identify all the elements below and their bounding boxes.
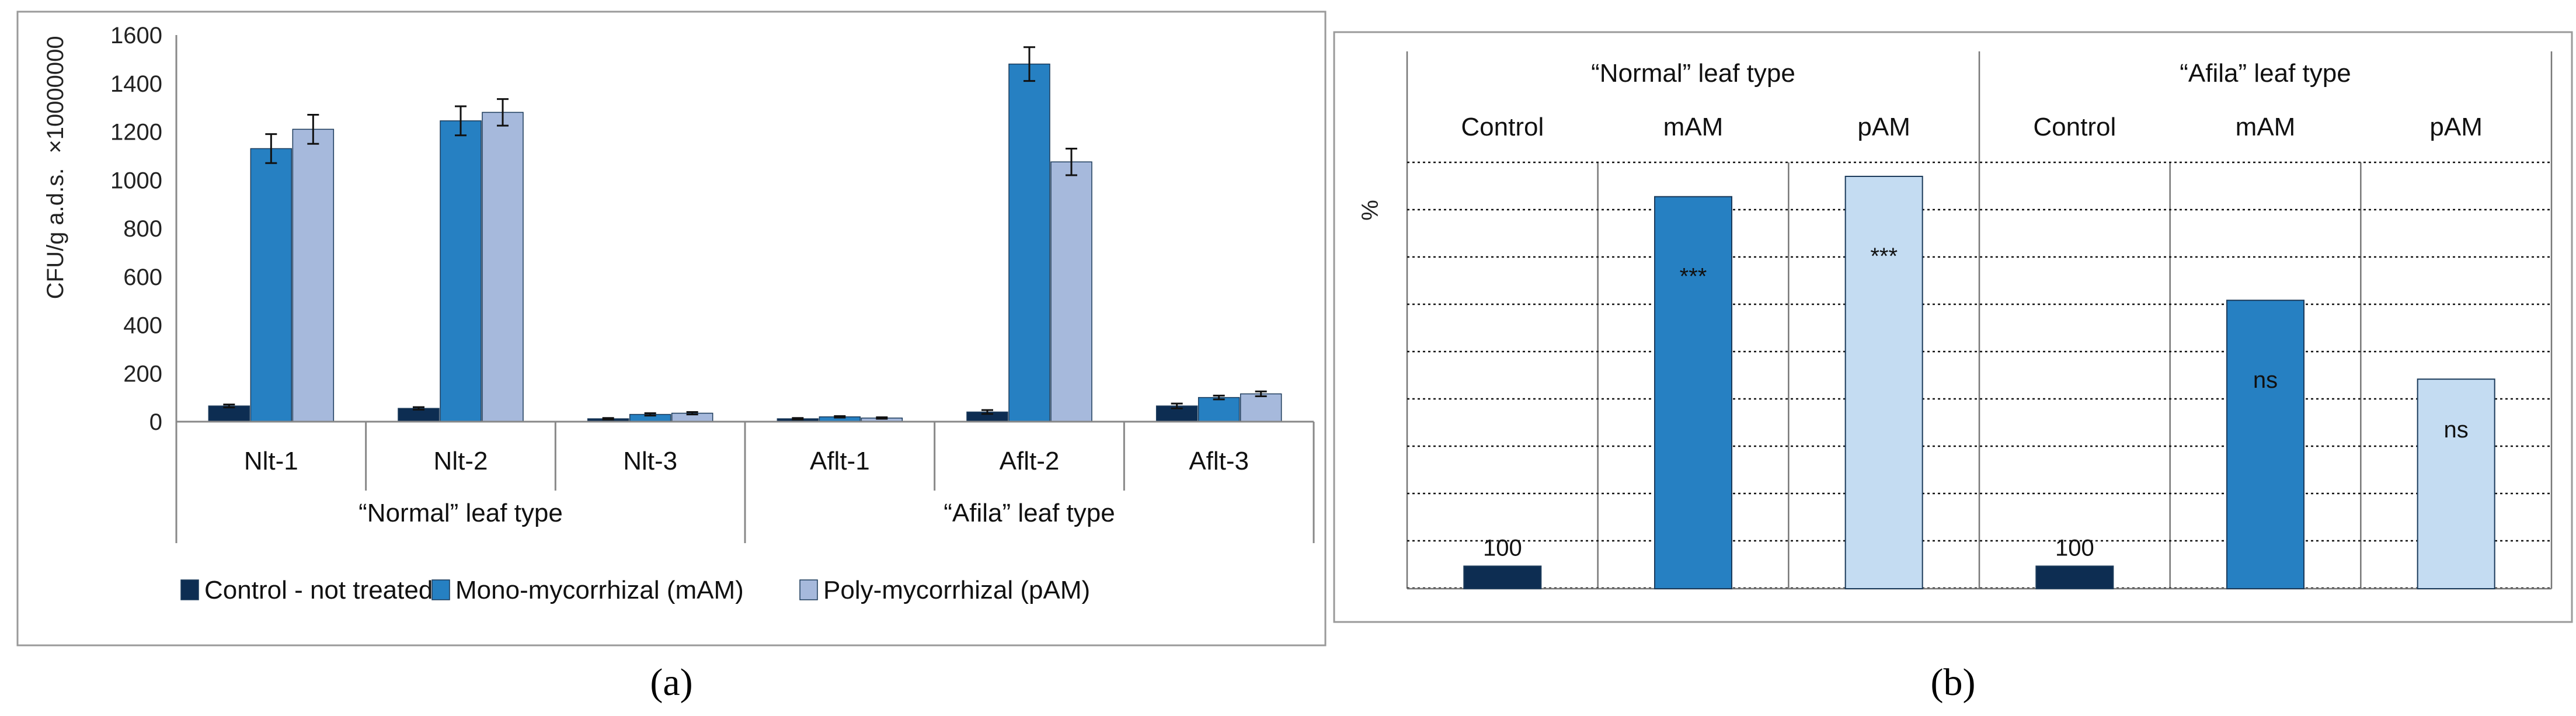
x-tick-label: Aflt-2 <box>1000 447 1060 475</box>
legend-label-pam: Poly-mycorrhizal (pAM) <box>823 576 1090 604</box>
bar-mam <box>1008 63 1050 422</box>
panel-b-frame <box>1333 31 2573 623</box>
column-headers: “Normal” leaf type Control mAM pAM “Afila” l… <box>1461 59 2482 141</box>
y-ticks: 0 200 400 600 800 1000 1200 1400 1600 <box>110 23 162 435</box>
panel-a-chart: 0 200 400 600 800 1000 1200 1400 1600 CFU/g a.d.… <box>43 23 1315 604</box>
column-header: pAM <box>2429 113 2482 141</box>
bar-pam <box>1050 161 1092 422</box>
y-tick-label: 0 <box>149 409 162 435</box>
legend: Control - not treated Mono-mycorrhizal (m… <box>180 576 1090 604</box>
group-header: “Afila” leaf type <box>2180 59 2351 88</box>
x-axis: Nlt-1 Nlt-2 Nlt-3 Aflt-1 Aflt-2 Aflt-3 “Normal… <box>175 420 1315 543</box>
bar-pam <box>2417 378 2495 590</box>
y-tick-label: 600 <box>123 265 162 290</box>
bar-label: 100 <box>1483 535 1522 561</box>
bar-pam <box>1844 176 1923 589</box>
bar-area <box>208 46 1282 422</box>
panel-b-chart: % “Normal” leaf type Control mAM pAM “Afila”… <box>1357 51 2553 590</box>
error-bar <box>1213 394 1225 401</box>
error-bar <box>981 409 993 415</box>
error-bar <box>455 105 467 137</box>
y-tick-label: 1000 <box>110 168 162 193</box>
bar-pam <box>1240 393 1282 422</box>
bar-pam <box>292 128 335 422</box>
column-header: Control <box>1461 113 1544 141</box>
y-axis-title: CFU/g a.d.s. <box>43 168 68 300</box>
legend-label-mam: Mono-mycorrhizal (mAM) <box>455 576 744 604</box>
bar-label: 100 <box>2055 535 2094 561</box>
bar-label: ns <box>2444 417 2469 443</box>
x-tick-label: Nlt-1 <box>244 447 298 475</box>
y-tick-label: 1400 <box>110 71 162 97</box>
bar-label: *** <box>1870 244 1898 269</box>
error-bar <box>876 416 888 420</box>
column-header: Control <box>2033 113 2116 141</box>
panel-label-b: (b) <box>1931 661 1976 704</box>
bar-label: ns <box>2253 367 2278 393</box>
error-bar <box>792 417 804 420</box>
x-tick-label: Nlt-3 <box>623 447 677 475</box>
group-label: “Afila” leaf type <box>944 499 1115 527</box>
column-header: pAM <box>1857 113 1910 141</box>
bar-control <box>208 405 250 422</box>
error-bar <box>834 415 846 419</box>
y-tick-label: 200 <box>123 361 162 387</box>
y-tick-label: 400 <box>123 313 162 339</box>
error-bar <box>1255 390 1267 398</box>
bar-control <box>2035 565 2114 590</box>
legend-swatch-control <box>180 579 199 600</box>
column-header: mAM <box>1663 113 1724 141</box>
bar-mam <box>440 120 482 422</box>
error-bar <box>265 133 277 164</box>
group-header: “Normal” leaf type <box>1591 59 1795 88</box>
bar-mam <box>250 148 293 422</box>
panel-label-a: (a) <box>650 661 692 704</box>
group-label: “Normal” leaf type <box>358 499 563 527</box>
bar-mam <box>2226 300 2305 589</box>
error-bar <box>223 404 235 409</box>
x-tick-label: Aflt-1 <box>810 447 870 475</box>
y-tick-label: 800 <box>123 216 162 242</box>
error-bar <box>307 114 319 145</box>
column-header: mAM <box>2236 113 2296 141</box>
y-axis-title-b: % <box>1357 200 1383 221</box>
error-bar <box>413 406 424 411</box>
legend-label-control: Control - not treated <box>204 576 433 604</box>
error-bar <box>602 417 614 420</box>
y-axis-multiplier: ×10000000 <box>43 36 68 153</box>
error-bar <box>497 98 509 127</box>
error-bar <box>1171 402 1183 409</box>
error-bar <box>644 412 656 417</box>
y-tick-label: 1600 <box>110 23 162 48</box>
error-bar <box>686 411 698 416</box>
bar-pam <box>482 112 524 422</box>
legend-swatch-mam <box>431 579 450 600</box>
bar-mam <box>1198 397 1240 422</box>
grid <box>1406 51 2553 590</box>
bar-control <box>1463 565 1542 590</box>
bar-mam <box>1654 196 1732 589</box>
y-axis: 0 200 400 600 800 1000 1200 1400 1600 CFU/g a.d.… <box>43 23 177 435</box>
error-bar <box>1024 46 1035 82</box>
error-bar <box>1066 147 1077 176</box>
y-tick-label: 1200 <box>110 120 162 145</box>
bar-label: *** <box>1680 264 1707 290</box>
legend-swatch-pam <box>799 579 818 600</box>
bar-area: 100 *** *** 100 ns ns <box>1463 176 2495 590</box>
x-tick-label: Aflt-3 <box>1189 447 1249 475</box>
panel-a-frame <box>16 11 1327 647</box>
x-tick-label: Nlt-2 <box>434 447 488 475</box>
